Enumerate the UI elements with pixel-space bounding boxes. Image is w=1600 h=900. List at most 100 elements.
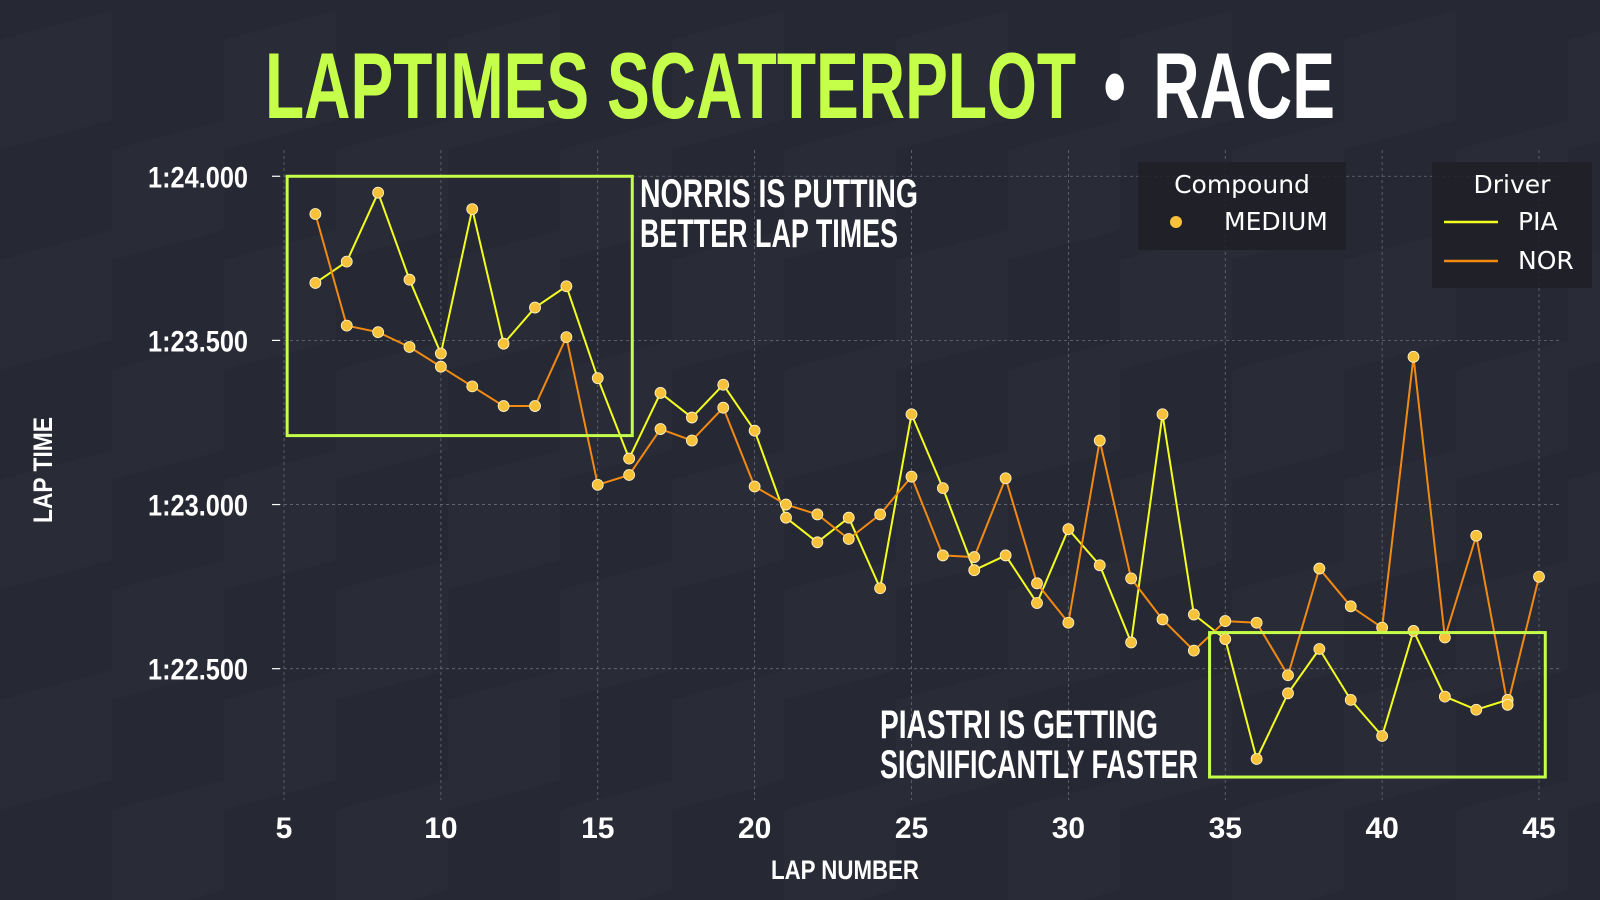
- checker-tile: [672, 670, 784, 810]
- checker-tile: [560, 340, 672, 480]
- annotation-text: SIGNIFICANTLY FASTER: [880, 743, 1198, 787]
- checker-tile: [896, 10, 1008, 150]
- checker-tile: [1120, 10, 1232, 150]
- data-point-pia: [1282, 687, 1294, 700]
- checker-tile: [1008, 560, 1120, 700]
- data-point-nor: [1282, 669, 1294, 682]
- data-point-nor: [591, 478, 604, 491]
- legends: Compound MEDIUM Driver PIA NOR: [1138, 162, 1592, 288]
- checker-tile: [1232, 560, 1344, 700]
- legend-label: MEDIUM: [1224, 207, 1328, 236]
- checker-tile: [112, 340, 224, 480]
- legend-frame: [1432, 162, 1592, 288]
- legend-compound: Compound MEDIUM: [1138, 162, 1346, 250]
- title-separator: •: [1103, 33, 1125, 138]
- data-point-pia: [1187, 608, 1200, 621]
- data-point-pia: [1093, 559, 1106, 572]
- data-point-nor: [497, 400, 510, 412]
- legend-driver: Driver PIA NOR: [1432, 162, 1592, 288]
- legend-label: NOR: [1518, 246, 1574, 275]
- checker-tile: [784, 120, 896, 260]
- data-point-pia: [309, 277, 322, 289]
- checker-tile: [0, 450, 112, 590]
- data-point-pia: [340, 255, 353, 268]
- checker-tile: [1568, 471, 1600, 590]
- checker-tile: [224, 450, 336, 590]
- annotation-box: [1208, 631, 1547, 779]
- data-point-pia: [497, 337, 510, 350]
- data-point-nor: [1344, 600, 1357, 613]
- checker-tile: [1344, 670, 1456, 810]
- data-point-nor: [685, 434, 698, 447]
- data-point-pia: [1125, 636, 1138, 649]
- checker-tile: [784, 560, 896, 700]
- data-point-nor: [874, 508, 887, 521]
- checker-tile: [1456, 780, 1568, 900]
- data-point-pia: [560, 280, 573, 293]
- data-point-pia: [654, 387, 667, 399]
- legend-title: Driver: [1474, 170, 1552, 199]
- checker-tile: [1008, 780, 1120, 900]
- x-tick-label: 40: [1365, 812, 1398, 845]
- legend-title: Compound: [1174, 170, 1310, 199]
- data-point-nor: [717, 401, 730, 414]
- data-point-pia: [466, 203, 479, 215]
- checker-tile: [1568, 31, 1600, 150]
- data-point-nor: [999, 472, 1012, 485]
- data-point-nor: [1470, 529, 1483, 542]
- data-point-pia: [717, 378, 730, 391]
- series: [309, 186, 1545, 765]
- data-point-pia: [685, 411, 698, 424]
- y-tick-label: 1:22.500: [148, 654, 248, 687]
- checker-tile: [1456, 560, 1568, 700]
- data-point-pia: [1407, 625, 1420, 637]
- series-line-nor: [314, 213, 1540, 706]
- data-point-pia: [874, 582, 887, 595]
- data-point-nor: [1031, 577, 1043, 590]
- data-point-nor: [1093, 434, 1106, 447]
- x-axis-label: LAP NUMBER: [771, 855, 919, 885]
- data-point-nor: [905, 470, 918, 483]
- data-point-nor: [1250, 616, 1263, 629]
- annotation-text: PIASTRI IS GETTING: [880, 703, 1158, 747]
- data-point-pia: [936, 482, 949, 495]
- checker-tile: [896, 450, 1008, 590]
- data-point-nor: [1187, 644, 1200, 657]
- data-point-nor: [811, 508, 824, 521]
- data-point-nor: [1156, 613, 1169, 626]
- annotation-text: BETTER LAP TIMES: [640, 212, 898, 256]
- checker-tile: [1120, 230, 1232, 370]
- data-point-nor: [1533, 570, 1545, 583]
- data-point-pia: [1031, 597, 1043, 609]
- checker-tile: [1232, 780, 1344, 900]
- data-point-pia: [1250, 753, 1263, 765]
- checker-tile: [784, 340, 896, 480]
- checker-tile: [112, 780, 224, 900]
- data-point-pia: [529, 301, 541, 314]
- checker-tile: [1232, 340, 1344, 480]
- data-point-pia: [1313, 643, 1326, 655]
- legend-marker: [1170, 216, 1182, 228]
- data-point-pia: [434, 347, 447, 360]
- data-point-pia: [372, 186, 385, 199]
- data-point-nor: [780, 498, 792, 511]
- x-tick-label: 25: [895, 812, 928, 845]
- checker-tile: [1120, 670, 1232, 810]
- checker-tile: [1120, 450, 1232, 590]
- data-point-nor: [1062, 616, 1075, 629]
- data-point-pia: [780, 511, 792, 524]
- y-axis-label: LAP TIME: [28, 417, 58, 523]
- data-point-nor: [936, 549, 949, 562]
- checker-tile: [224, 230, 336, 370]
- checker-background: [0, 10, 1600, 900]
- checker-tile: [560, 120, 672, 260]
- data-point-nor: [842, 533, 855, 545]
- y-tick-label: 1:23.000: [148, 490, 248, 523]
- x-axis-ticks: 5 10 15 20 25 30 35 40 45: [276, 812, 1556, 845]
- data-point-pia: [1470, 703, 1483, 716]
- checker-tile: [672, 10, 784, 150]
- checker-tile: [112, 120, 224, 260]
- data-point-nor: [529, 400, 541, 412]
